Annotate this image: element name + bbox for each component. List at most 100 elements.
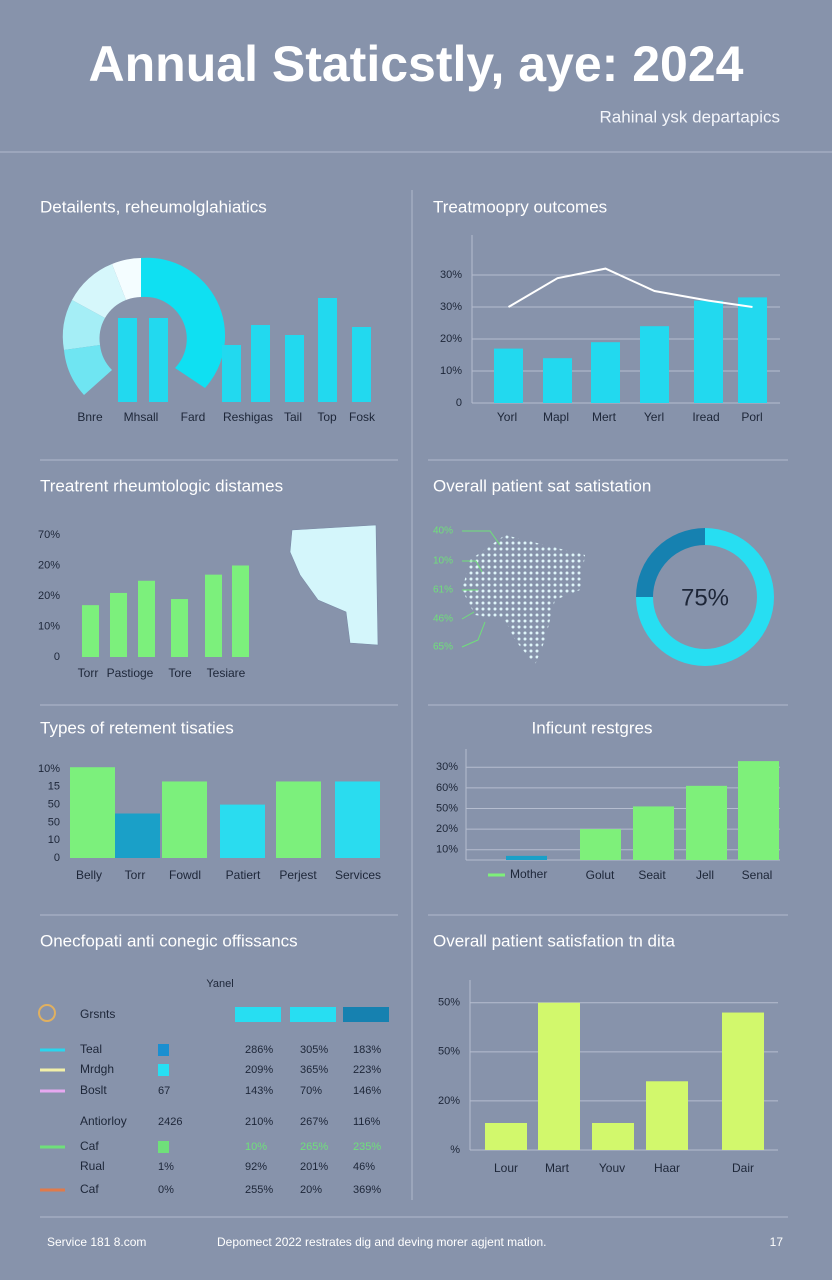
x-tick-label: Senal xyxy=(742,868,773,882)
row-value: 1% xyxy=(158,1161,174,1173)
row-label: Caf xyxy=(80,1182,99,1196)
column-swatch xyxy=(343,1007,389,1022)
table-cell: 365% xyxy=(300,1064,328,1076)
x-tick-label: Torr xyxy=(78,666,99,680)
row-label: Teal xyxy=(80,1042,102,1056)
bar xyxy=(591,342,620,403)
chart-title: Overall patient sat satistation xyxy=(433,476,651,495)
y-tick-label: 20% xyxy=(436,823,458,835)
row-label: Rual xyxy=(80,1159,105,1173)
page-subtitle: Rahinal ysk departapics xyxy=(600,107,780,126)
table-cell: 265% xyxy=(300,1141,328,1153)
donut-label: 75% xyxy=(681,584,729,611)
bar xyxy=(118,318,137,402)
bar xyxy=(115,813,160,858)
x-tick-label: Jell xyxy=(696,868,714,882)
x-tick-label: Golut xyxy=(586,868,615,882)
column-swatch xyxy=(290,1007,336,1022)
y-tick-label: 15 xyxy=(48,781,60,793)
x-tick-label: Fowdl xyxy=(169,868,201,882)
chart-title: Onecfopati anti conegic offissancs xyxy=(40,931,298,950)
x-tick-label: Youv xyxy=(599,1161,625,1175)
map-annotation: 65% xyxy=(433,642,453,653)
row-box xyxy=(158,1141,169,1153)
y-tick-label: 0 xyxy=(54,651,60,663)
x-tick-label: Haar xyxy=(654,1161,680,1175)
table-cell: 10% xyxy=(245,1141,267,1153)
row-label: Mrdgh xyxy=(80,1062,114,1076)
bar xyxy=(633,806,674,860)
table-cell: 20% xyxy=(300,1184,322,1196)
bar xyxy=(110,592,127,657)
bar xyxy=(285,335,304,402)
table-header: Grsnts xyxy=(80,1007,115,1021)
table-caption: Yanel xyxy=(206,978,233,990)
bar xyxy=(538,1002,580,1150)
bar xyxy=(335,781,380,858)
y-tick-label: 0 xyxy=(54,852,60,864)
y-tick-label: % xyxy=(450,1144,460,1156)
row-box xyxy=(158,1064,169,1076)
page-title: Annual Staticstly, aye: 2024 xyxy=(89,36,744,92)
y-tick-label: 60% xyxy=(436,782,458,794)
table-cell: 267% xyxy=(300,1116,328,1128)
bar xyxy=(318,298,337,402)
bar xyxy=(494,348,523,403)
y-tick-label: 0 xyxy=(456,397,462,409)
row-label: Antiorloy xyxy=(80,1114,127,1128)
bar xyxy=(222,345,241,402)
table-cell: 70% xyxy=(300,1085,322,1097)
map-annotation: 61% xyxy=(433,585,453,596)
y-tick-label: 50% xyxy=(438,997,460,1009)
y-tick-label: 20% xyxy=(440,333,462,345)
chart-title: Types of retement tisaties xyxy=(40,718,234,737)
bar xyxy=(70,767,115,858)
footer-right: 17 xyxy=(770,1235,784,1249)
bar xyxy=(694,300,723,403)
bar xyxy=(162,781,207,858)
map-annotation: 46% xyxy=(433,614,453,625)
x-tick-label: Seait xyxy=(638,868,666,882)
table-cell: 92% xyxy=(245,1161,267,1173)
x-tick-label: Fosk xyxy=(349,410,376,424)
bar xyxy=(276,781,321,858)
bar xyxy=(171,599,188,657)
chart-title: Detailents, reheumolglahiatics xyxy=(40,197,267,216)
y-tick-label: 30% xyxy=(440,269,462,281)
chart-title: Overall patient satisfation tn dita xyxy=(433,931,675,950)
row-box xyxy=(158,1044,169,1056)
x-tick-label: Fard xyxy=(181,410,206,424)
bar xyxy=(220,804,265,858)
table-cell: 143% xyxy=(245,1085,273,1097)
bar xyxy=(738,297,767,403)
table-cell: 201% xyxy=(300,1161,328,1173)
column-swatch xyxy=(235,1007,281,1022)
bar xyxy=(251,325,270,402)
y-tick-label: 10% xyxy=(440,365,462,377)
y-tick-label: 50% xyxy=(438,1046,460,1058)
table-cell: 183% xyxy=(353,1044,381,1056)
decor-dot-map xyxy=(461,530,585,665)
table-cell: 235% xyxy=(353,1141,381,1153)
x-tick-label: Services xyxy=(335,868,381,882)
x-tick-label: Torr xyxy=(125,868,146,882)
bar xyxy=(149,318,168,402)
line-series xyxy=(507,267,753,308)
y-tick-label: 30% xyxy=(436,761,458,773)
table-cell: 255% xyxy=(245,1184,273,1196)
bar xyxy=(543,358,572,403)
row-value: 67 xyxy=(158,1085,170,1097)
x-tick-label: Dair xyxy=(732,1161,754,1175)
chart-title: Treatmoopry outcomes xyxy=(433,197,607,216)
table-cell: 209% xyxy=(245,1064,273,1076)
x-tick-label: Mapl xyxy=(543,410,569,424)
y-tick-label: 10 xyxy=(48,834,60,846)
bar xyxy=(722,1012,764,1150)
row-label: Boslt xyxy=(80,1083,107,1097)
table-icon xyxy=(38,1004,56,1022)
donut-segment xyxy=(636,528,705,597)
decor-map xyxy=(289,524,379,646)
x-tick-label: Tesiare xyxy=(207,666,246,680)
x-tick-label: Reshigas xyxy=(223,410,273,424)
